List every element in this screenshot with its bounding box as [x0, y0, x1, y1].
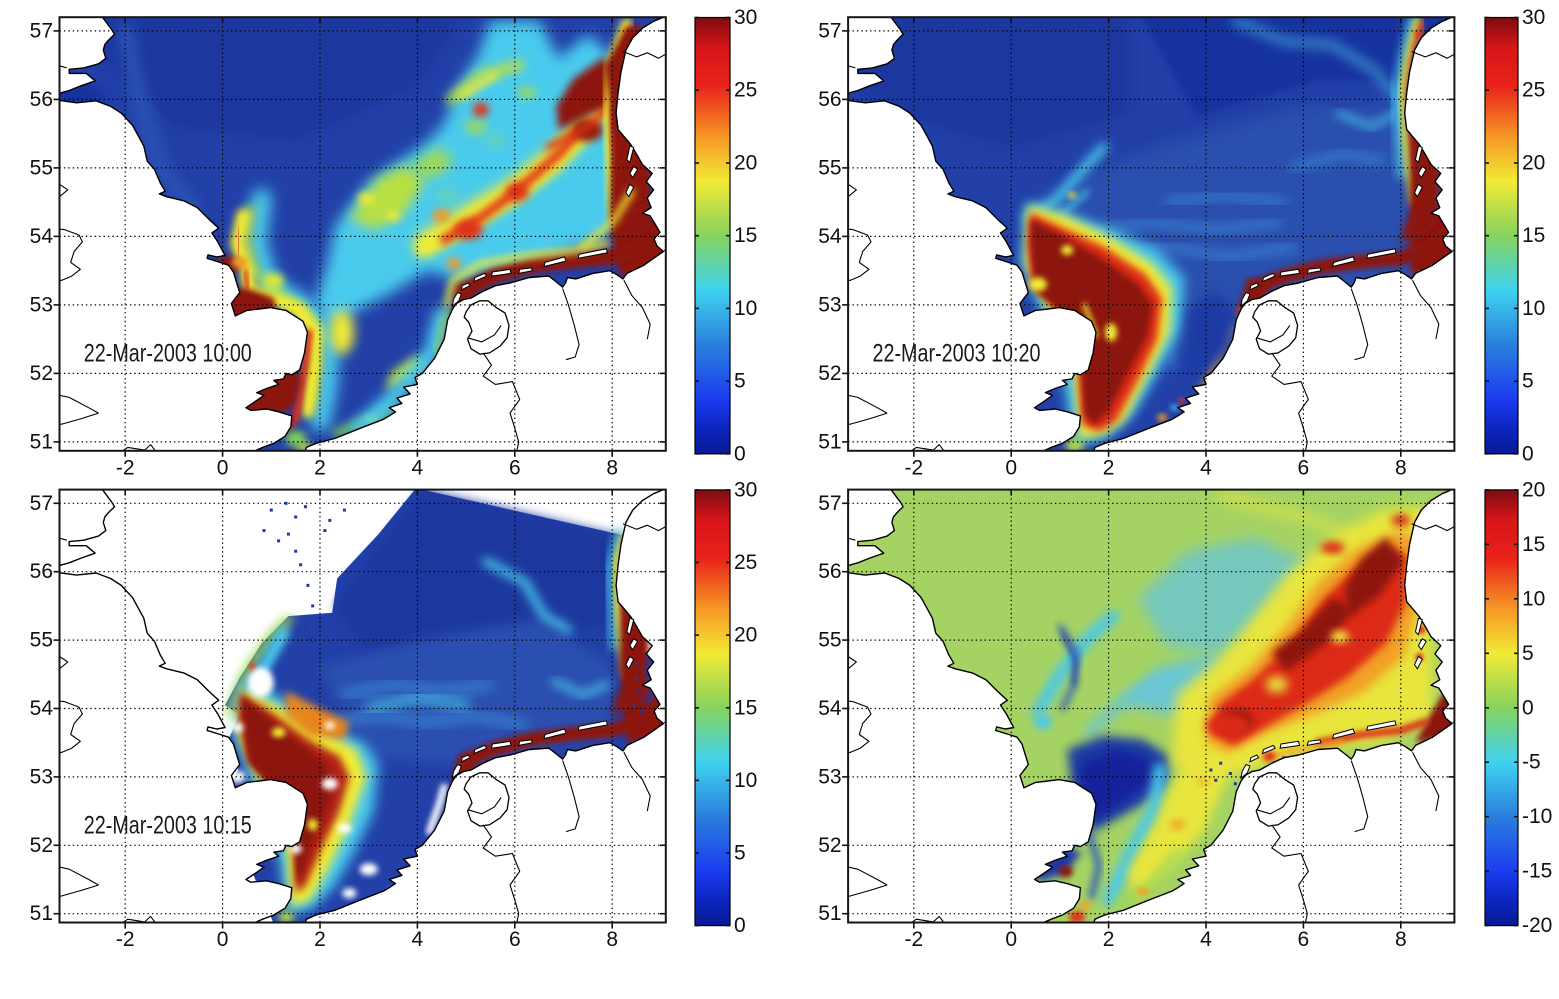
svg-text:5: 5	[734, 842, 746, 865]
svg-text:57: 57	[30, 492, 53, 515]
svg-text:8: 8	[606, 928, 618, 951]
svg-text:0: 0	[217, 928, 229, 951]
svg-text:54: 54	[30, 697, 54, 720]
svg-text:-2: -2	[904, 928, 923, 951]
svg-text:55: 55	[818, 156, 841, 179]
svg-text:51: 51	[30, 902, 53, 925]
svg-text:5: 5	[734, 370, 746, 393]
svg-text:6: 6	[509, 456, 521, 479]
svg-text:10: 10	[1522, 297, 1545, 320]
svg-text:4: 4	[412, 928, 424, 951]
svg-text:55: 55	[818, 629, 841, 652]
svg-text:0: 0	[734, 442, 746, 465]
svg-text:10: 10	[734, 769, 757, 792]
svg-text:57: 57	[818, 19, 841, 42]
svg-text:-2: -2	[904, 456, 923, 479]
svg-text:56: 56	[30, 88, 53, 111]
svg-text:30: 30	[734, 6, 757, 29]
svg-text:22-Mar-2003 10:00: 22-Mar-2003 10:00	[84, 339, 252, 367]
svg-text:25: 25	[1522, 79, 1545, 102]
svg-text:52: 52	[30, 834, 53, 857]
svg-text:-5: -5	[1522, 751, 1541, 774]
svg-text:0: 0	[1522, 442, 1534, 465]
svg-text:51: 51	[30, 430, 53, 453]
svg-text:15: 15	[1522, 224, 1545, 247]
svg-text:-2: -2	[116, 928, 135, 951]
svg-text:55: 55	[30, 629, 53, 652]
svg-text:8: 8	[1395, 456, 1407, 479]
svg-text:-2: -2	[116, 456, 135, 479]
svg-text:25: 25	[734, 551, 757, 574]
svg-text:56: 56	[30, 560, 53, 583]
svg-text:25: 25	[734, 79, 757, 102]
svg-text:52: 52	[818, 834, 841, 857]
svg-text:2: 2	[314, 456, 326, 479]
svg-text:6: 6	[1298, 456, 1310, 479]
svg-text:53: 53	[818, 293, 841, 316]
svg-text:57: 57	[818, 492, 841, 515]
svg-text:20: 20	[734, 624, 757, 647]
svg-text:53: 53	[30, 765, 53, 788]
svg-text:6: 6	[509, 928, 521, 951]
svg-text:53: 53	[818, 765, 841, 788]
svg-text:54: 54	[30, 225, 54, 248]
svg-text:-20: -20	[1522, 914, 1552, 937]
svg-text:5: 5	[1522, 370, 1534, 393]
svg-text:30: 30	[734, 478, 757, 501]
svg-text:56: 56	[818, 560, 841, 583]
svg-text:2: 2	[1103, 456, 1115, 479]
svg-text:-10: -10	[1522, 805, 1552, 828]
svg-text:0: 0	[1522, 696, 1534, 719]
svg-text:4: 4	[1200, 456, 1212, 479]
svg-text:22-Mar-2003 10:20: 22-Mar-2003 10:20	[873, 339, 1041, 367]
svg-text:4: 4	[1200, 928, 1212, 951]
svg-text:15: 15	[734, 696, 757, 719]
svg-text:15: 15	[734, 224, 757, 247]
svg-text:4: 4	[412, 456, 424, 479]
svg-text:20: 20	[734, 152, 757, 175]
svg-text:15: 15	[1522, 533, 1545, 556]
svg-text:54: 54	[818, 225, 842, 248]
svg-text:8: 8	[1395, 928, 1407, 951]
svg-text:52: 52	[30, 362, 53, 385]
svg-text:57: 57	[30, 19, 53, 42]
svg-text:10: 10	[1522, 587, 1545, 610]
svg-text:20: 20	[1522, 152, 1545, 175]
svg-text:6: 6	[1298, 928, 1310, 951]
svg-text:8: 8	[606, 456, 618, 479]
svg-text:0: 0	[1005, 928, 1017, 951]
svg-text:0: 0	[734, 914, 746, 937]
svg-text:56: 56	[818, 88, 841, 111]
svg-text:-15: -15	[1522, 860, 1552, 883]
svg-text:53: 53	[30, 293, 53, 316]
svg-text:5: 5	[1522, 642, 1534, 665]
svg-text:30: 30	[1522, 6, 1545, 29]
svg-text:2: 2	[314, 928, 326, 951]
svg-text:22-Mar-2003 10:15: 22-Mar-2003 10:15	[84, 811, 252, 839]
svg-text:54: 54	[818, 697, 842, 720]
svg-text:2: 2	[1103, 928, 1115, 951]
svg-text:0: 0	[1005, 456, 1017, 479]
svg-text:10: 10	[734, 297, 757, 320]
svg-text:0: 0	[217, 456, 229, 479]
svg-text:52: 52	[818, 362, 841, 385]
svg-text:20: 20	[1522, 478, 1545, 501]
svg-text:55: 55	[30, 156, 53, 179]
svg-text:51: 51	[818, 430, 841, 453]
svg-text:51: 51	[818, 902, 841, 925]
